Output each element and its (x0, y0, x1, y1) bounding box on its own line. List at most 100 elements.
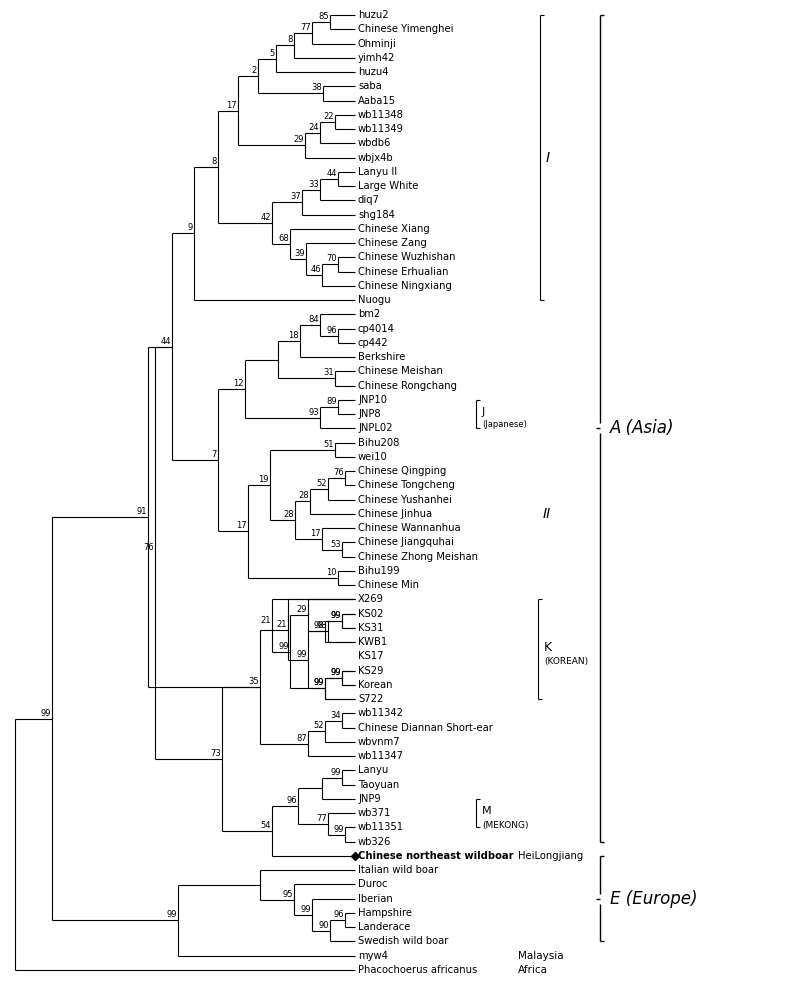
Text: 99: 99 (297, 650, 307, 659)
Text: Malaysia: Malaysia (518, 951, 564, 960)
Text: 99: 99 (166, 910, 177, 919)
Text: X269: X269 (358, 594, 384, 604)
Text: wb371: wb371 (358, 808, 391, 818)
Text: 31: 31 (323, 368, 334, 377)
Text: K: K (544, 641, 552, 654)
Text: I: I (546, 150, 550, 165)
Text: 54: 54 (261, 821, 271, 830)
Text: Chinese Qingping: Chinese Qingping (358, 466, 446, 476)
Text: M: M (482, 806, 492, 816)
Text: Bihu199: Bihu199 (358, 566, 400, 575)
Text: 39: 39 (294, 249, 305, 258)
Text: A (Asia): A (Asia) (610, 419, 674, 437)
Text: Chinese Meishan: Chinese Meishan (358, 366, 443, 376)
Text: 99: 99 (330, 768, 341, 777)
Text: 5: 5 (270, 49, 275, 58)
Text: JNP10: JNP10 (358, 395, 387, 405)
Text: Nuogu: Nuogu (358, 295, 390, 305)
Text: 21: 21 (277, 620, 287, 628)
Text: (MEKONG): (MEKONG) (482, 821, 529, 830)
Text: Chinese Wannanhua: Chinese Wannanhua (358, 523, 461, 533)
Text: Chinese northeast wildboar: Chinese northeast wildboar (358, 851, 514, 861)
Text: 90: 90 (318, 921, 329, 930)
Text: Berkshire: Berkshire (358, 353, 406, 362)
Text: 85: 85 (318, 12, 329, 22)
Text: 17: 17 (310, 529, 321, 538)
Text: Italian wild boar: Italian wild boar (358, 865, 438, 875)
Text: myw4: myw4 (358, 951, 388, 960)
Text: Large White: Large White (358, 181, 418, 191)
Text: Chinese Jinhua: Chinese Jinhua (358, 509, 432, 518)
Text: 10: 10 (326, 568, 337, 577)
Text: shg184: shg184 (358, 209, 395, 220)
Text: 2: 2 (252, 66, 257, 75)
Text: E (Europe): E (Europe) (610, 890, 698, 907)
Text: cp442: cp442 (358, 338, 389, 348)
Text: 38: 38 (311, 83, 322, 92)
Text: wei10: wei10 (358, 452, 388, 462)
Text: 99: 99 (334, 825, 344, 834)
Text: Chinese Rongchang: Chinese Rongchang (358, 381, 457, 391)
Text: 96: 96 (334, 910, 344, 919)
Text: 76: 76 (143, 543, 154, 552)
Text: bm2: bm2 (358, 309, 380, 319)
Text: 99: 99 (330, 668, 341, 677)
Text: 46: 46 (310, 265, 321, 274)
Text: 34: 34 (330, 711, 341, 720)
Text: 76: 76 (334, 468, 344, 477)
Text: KS31: KS31 (358, 623, 383, 633)
Text: (KOREAN): (KOREAN) (544, 657, 588, 667)
Text: 44: 44 (326, 169, 337, 178)
Text: Lanyu II: Lanyu II (358, 167, 397, 177)
Text: wb11347: wb11347 (358, 751, 404, 761)
Text: KS02: KS02 (358, 609, 383, 619)
Text: 93: 93 (308, 408, 319, 416)
Text: Lanyu: Lanyu (358, 765, 388, 776)
Text: 17: 17 (226, 100, 237, 110)
Text: 53: 53 (330, 539, 341, 549)
Text: 12: 12 (234, 379, 244, 388)
Text: 96: 96 (286, 796, 297, 805)
Text: 77: 77 (316, 814, 327, 823)
Text: II: II (543, 507, 551, 520)
Text: Chinese Diannan Short-ear: Chinese Diannan Short-ear (358, 723, 493, 733)
Text: cp4014: cp4014 (358, 324, 395, 334)
Text: 98: 98 (316, 622, 327, 630)
Text: wbvnm7: wbvnm7 (358, 736, 401, 747)
Text: 17: 17 (236, 521, 247, 530)
Text: J: J (482, 408, 486, 417)
Text: JNP8: JNP8 (358, 409, 381, 419)
Text: 33: 33 (308, 180, 319, 189)
Text: 28: 28 (298, 491, 309, 501)
Text: saba: saba (358, 82, 382, 91)
Text: 52: 52 (317, 479, 327, 488)
Text: wb326: wb326 (358, 837, 391, 846)
Text: 18: 18 (288, 331, 299, 340)
Text: huzu2: huzu2 (358, 10, 389, 20)
Text: Chinese Jiangquhai: Chinese Jiangquhai (358, 537, 454, 547)
Text: 22: 22 (323, 112, 334, 121)
Text: 98: 98 (314, 622, 324, 630)
Text: 99: 99 (330, 668, 341, 677)
Text: huzu4: huzu4 (358, 67, 389, 77)
Text: Chinese Min: Chinese Min (358, 580, 419, 590)
Text: Chinese Erhualian: Chinese Erhualian (358, 266, 449, 277)
Text: Iberian: Iberian (358, 894, 393, 903)
Text: 99: 99 (330, 611, 341, 620)
Text: yimh42: yimh42 (358, 53, 395, 63)
Text: 73: 73 (210, 749, 221, 758)
Text: 28: 28 (283, 510, 294, 519)
Text: Chinese Zhong Meishan: Chinese Zhong Meishan (358, 552, 478, 562)
Text: 96: 96 (326, 326, 337, 335)
Text: 95: 95 (282, 890, 293, 899)
Text: Chinese Xiang: Chinese Xiang (358, 224, 430, 234)
Text: 8: 8 (288, 35, 293, 44)
Text: Korean: Korean (358, 680, 393, 690)
Text: 21: 21 (261, 616, 271, 625)
Text: Duroc: Duroc (358, 880, 387, 890)
Text: wb11342: wb11342 (358, 708, 404, 719)
Text: 35: 35 (248, 677, 259, 685)
Text: 89: 89 (326, 397, 337, 406)
Text: Chinese Tongcheng: Chinese Tongcheng (358, 480, 455, 490)
Text: 42: 42 (261, 213, 271, 222)
